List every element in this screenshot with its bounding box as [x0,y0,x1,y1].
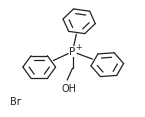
Text: +: + [75,43,81,52]
Text: Br: Br [10,97,21,108]
Text: ⁻: ⁻ [17,97,22,106]
Text: OH: OH [61,84,76,94]
Text: P: P [69,47,76,57]
